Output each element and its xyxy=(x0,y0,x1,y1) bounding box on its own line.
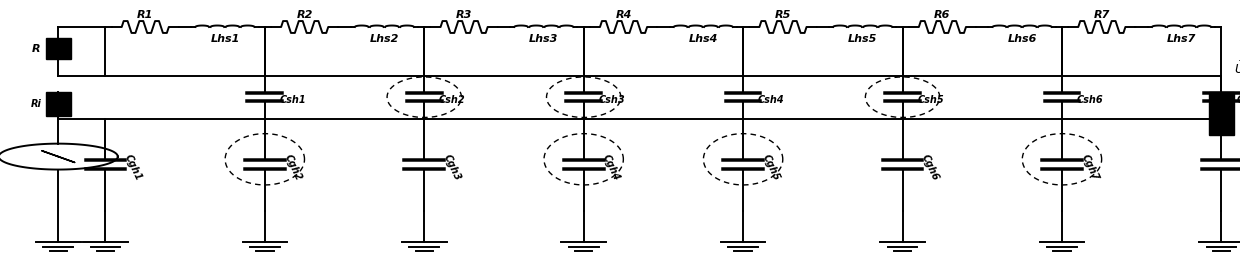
Text: Lhs3: Lhs3 xyxy=(529,34,558,44)
Text: Csh1: Csh1 xyxy=(280,95,306,105)
Text: R4: R4 xyxy=(615,10,631,20)
Text: Csh6: Csh6 xyxy=(1076,95,1104,105)
Text: $\dot{U}_2$: $\dot{U}_2$ xyxy=(1234,59,1240,78)
Bar xyxy=(46,92,71,116)
Text: Cgh6: Cgh6 xyxy=(920,153,941,182)
Text: Cgh5: Cgh5 xyxy=(760,153,781,182)
Text: Csh2: Csh2 xyxy=(439,95,466,105)
Text: Csh5: Csh5 xyxy=(918,95,944,105)
Text: Cgh8: Cgh8 xyxy=(1239,153,1240,182)
Text: R5: R5 xyxy=(775,10,791,20)
Text: Csh7: Csh7 xyxy=(1236,95,1240,105)
Text: Ri: Ri xyxy=(31,99,41,109)
Bar xyxy=(46,38,71,59)
Text: R7: R7 xyxy=(1094,10,1110,20)
Text: Cgh3: Cgh3 xyxy=(441,153,463,182)
Bar xyxy=(1209,92,1234,135)
Text: Lhs4: Lhs4 xyxy=(688,34,718,44)
Text: Lhs2: Lhs2 xyxy=(370,34,399,44)
Text: Lhs1: Lhs1 xyxy=(211,34,239,44)
Text: R3: R3 xyxy=(456,10,472,20)
Text: Lhs5: Lhs5 xyxy=(848,34,878,44)
Text: Csh4: Csh4 xyxy=(758,95,785,105)
Text: R2: R2 xyxy=(296,10,312,20)
Text: Cgh2: Cgh2 xyxy=(283,153,303,182)
Text: Lhs7: Lhs7 xyxy=(1167,34,1197,44)
Text: R6: R6 xyxy=(934,10,951,20)
Text: Cgh4: Cgh4 xyxy=(601,153,622,182)
Text: Cgh7: Cgh7 xyxy=(1079,153,1100,182)
Text: Lhs6: Lhs6 xyxy=(1007,34,1037,44)
Text: Cgh1: Cgh1 xyxy=(123,153,144,182)
Text: R: R xyxy=(32,43,40,54)
Text: R1: R1 xyxy=(138,10,154,20)
Text: Csh3: Csh3 xyxy=(599,95,625,105)
